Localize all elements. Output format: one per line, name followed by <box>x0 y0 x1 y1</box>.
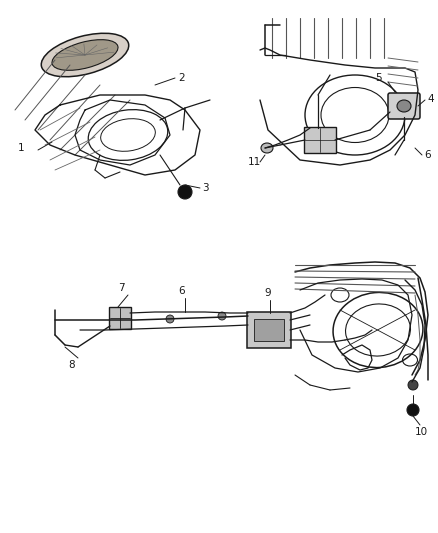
Text: 8: 8 <box>68 360 74 370</box>
Text: 4: 4 <box>427 94 434 104</box>
Circle shape <box>178 185 192 199</box>
FancyBboxPatch shape <box>388 93 420 119</box>
Ellipse shape <box>52 39 118 70</box>
Circle shape <box>408 380 418 390</box>
FancyBboxPatch shape <box>304 127 336 153</box>
Text: 10: 10 <box>415 427 428 437</box>
Text: 6: 6 <box>424 150 431 160</box>
Text: 1: 1 <box>18 143 25 153</box>
FancyBboxPatch shape <box>109 307 131 329</box>
Text: 11: 11 <box>248 157 261 167</box>
Text: 2: 2 <box>178 73 185 83</box>
Text: 5: 5 <box>375 73 381 83</box>
Circle shape <box>218 312 226 320</box>
Circle shape <box>166 315 174 323</box>
FancyBboxPatch shape <box>247 312 291 348</box>
Ellipse shape <box>261 143 273 153</box>
FancyBboxPatch shape <box>254 319 284 341</box>
Text: 9: 9 <box>264 288 271 298</box>
Text: 3: 3 <box>202 183 208 193</box>
Ellipse shape <box>397 100 411 112</box>
Text: 7: 7 <box>118 283 125 293</box>
Ellipse shape <box>41 33 129 77</box>
Circle shape <box>407 404 419 416</box>
Text: 6: 6 <box>178 286 185 296</box>
